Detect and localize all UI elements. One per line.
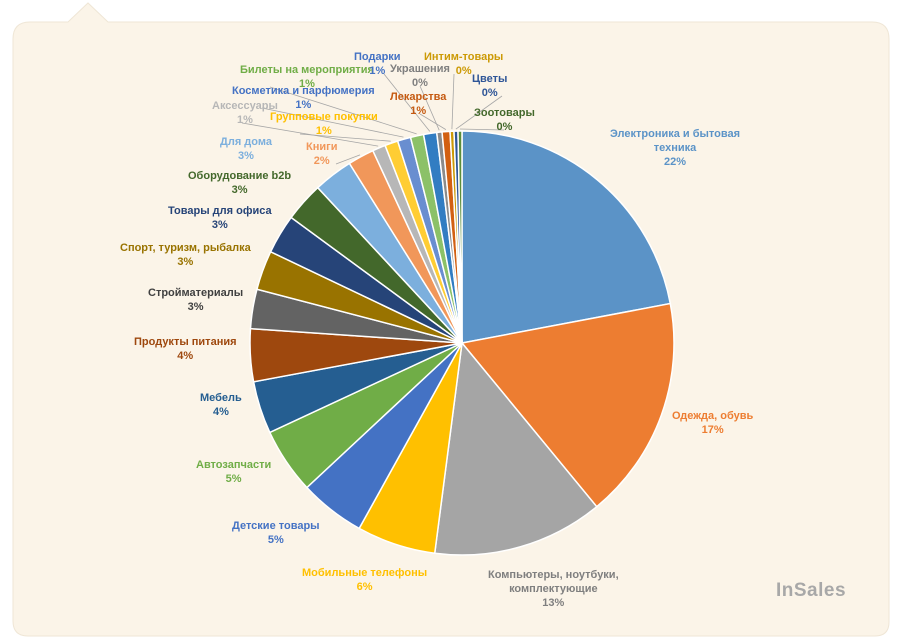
slice-label: Подарки 1% <box>354 50 401 78</box>
slice-label: Спорт, туризм, рыбалка 3% <box>120 241 251 269</box>
slice-value: 1% <box>369 65 386 77</box>
slice-value: 6% <box>356 581 373 593</box>
slice-label: Товары для офиса 3% <box>168 204 272 232</box>
slice-name: Стройматериалы <box>148 287 244 299</box>
leader-line <box>451 73 455 130</box>
pie-slice <box>457 130 463 344</box>
slice-name: Оборудование b2b <box>188 170 292 182</box>
slice-name: Мебель <box>200 392 242 404</box>
slice-name: Групповые покупки <box>270 111 378 123</box>
slice-name: Электроника и бытовая <box>610 128 741 140</box>
slice-label: Мобильные телефоны 6% <box>302 566 427 594</box>
leader-line <box>383 73 431 132</box>
leader-line <box>335 154 361 165</box>
slice-value: 5% <box>267 534 284 546</box>
slice-name: Детские товары <box>232 520 320 532</box>
slice-label: Для дома 3% <box>220 135 272 163</box>
slice-value: 1% <box>410 105 427 117</box>
slice-value: 4% <box>177 350 194 362</box>
slice-value: 4% <box>212 406 229 418</box>
slice-label: Цветы 0% <box>472 72 507 100</box>
slice-name: Книги <box>306 141 338 153</box>
slice-value: 2% <box>313 155 330 167</box>
slice-value: 22% <box>664 156 687 168</box>
slice-value: 3% <box>187 301 204 313</box>
slice-value: 1% <box>299 78 315 90</box>
slice-label: Украшения 0% <box>390 62 450 90</box>
slice-name: Товары для офиса <box>168 205 272 217</box>
slice-label: Оборудование b2b 3% <box>188 169 291 197</box>
slice-label: Детские товары 5% <box>232 519 320 547</box>
slice-name: Украшения <box>390 63 450 75</box>
slice-label: Электроника и бытовая техника 22% <box>610 127 740 169</box>
slice-label: Аксессуары 1% <box>212 99 278 127</box>
slice-name: Мобильные телефоны <box>302 567 428 579</box>
slice-value: 0% <box>455 65 472 77</box>
slice-label: Интим-товары 0% <box>424 50 503 78</box>
slice-name: Косметика и парфюмерия <box>232 85 375 97</box>
slice-name: Лекарства <box>390 91 447 103</box>
slice-label: Лекарства 1% <box>390 90 446 118</box>
slice-label: Книги 2% <box>306 140 337 168</box>
slice-label: Билеты на мероприятия 1% <box>240 63 374 91</box>
pie-slice <box>461 130 672 344</box>
slice-name: Автозапчасти <box>196 459 272 471</box>
slice-label: Мебель 4% <box>200 391 242 419</box>
leader-line <box>269 86 417 135</box>
slice-name: Аксессуары <box>212 100 278 112</box>
pie-slice <box>460 302 675 508</box>
slice-name: Цветы <box>472 73 508 85</box>
slice-label: Продукты питания 4% <box>134 335 237 363</box>
slice-name: Продукты питания <box>134 336 237 348</box>
leader-line <box>419 113 447 130</box>
leader-line <box>261 107 404 138</box>
slice-label: Автозапчасти 5% <box>196 458 271 486</box>
slice-label: Зоотовары 0% <box>474 106 535 134</box>
slice-value: 1% <box>295 99 312 111</box>
slice-value: 3% <box>238 150 254 162</box>
slice-value: 1% <box>236 114 253 126</box>
slice-label: Косметика и парфюмерия 1% <box>232 84 375 112</box>
slice-label: Одежда, обувь 17% <box>672 409 753 437</box>
slice-name: Зоотовары <box>474 107 535 119</box>
slice-name: Спорт, туризм, рыбалка <box>120 242 251 254</box>
leader-line <box>459 128 505 131</box>
slice-value: 3% <box>177 256 194 268</box>
slice-value: 0% <box>411 77 428 89</box>
slice-name: Одежда, обувь <box>672 410 754 422</box>
slice-name: Интим-товары <box>424 51 504 63</box>
slice-name: техника <box>653 142 697 154</box>
slice-name: Подарки <box>354 51 401 63</box>
slice-value: 1% <box>315 125 332 137</box>
slice-name: Компьютеры, ноутбуки, <box>488 569 619 581</box>
slice-value: 3% <box>231 184 248 196</box>
slice-label: Стройматериалы 3% <box>148 286 243 314</box>
slice-label: Групповые покупки 1% <box>270 110 378 138</box>
leader-line <box>455 95 503 130</box>
insales-logo: InSales <box>776 580 847 601</box>
leader-line <box>419 85 440 131</box>
slice-value: 5% <box>225 473 242 485</box>
slice-name: комплектующие <box>509 583 598 595</box>
slice-name: Для дома <box>220 136 272 148</box>
slice-value: 13% <box>542 597 565 609</box>
slice-value: 3% <box>211 219 228 231</box>
slice-name: Билеты на мероприятия <box>240 64 374 76</box>
slice-value: 0% <box>481 87 498 99</box>
leader-line <box>299 133 391 142</box>
slice-value: 17% <box>701 424 724 436</box>
slice-label: Компьютеры, ноутбуки, комплектующие 13% <box>488 568 619 610</box>
pie-slice <box>433 341 598 556</box>
slice-value: 0% <box>496 121 513 133</box>
